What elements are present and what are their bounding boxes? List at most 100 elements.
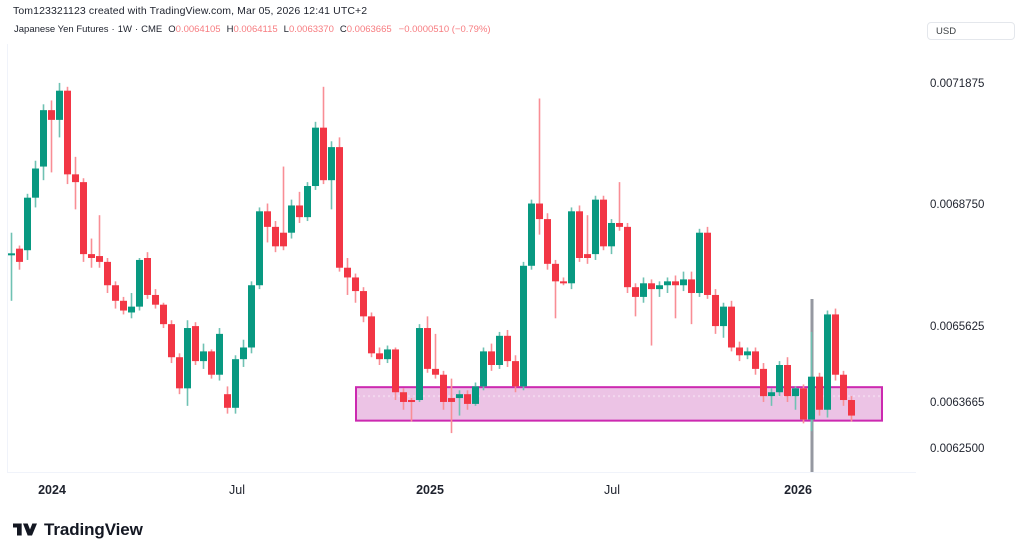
candlestick [400, 388, 407, 410]
candle-body [88, 254, 95, 258]
candle-body [664, 281, 671, 286]
candlestick [80, 178, 87, 262]
candle-body [184, 328, 191, 389]
candlestick [176, 353, 183, 395]
legend-separator-2: · [134, 24, 139, 35]
candlestick [704, 226, 711, 299]
candlestick [656, 281, 663, 297]
candlestick [488, 343, 495, 371]
candlestick [544, 213, 551, 270]
candle-body [168, 324, 175, 358]
candlestick [520, 261, 527, 391]
candle-body [56, 90, 63, 120]
candle-body [304, 186, 311, 218]
candlestick [288, 199, 295, 239]
candle-body [768, 392, 775, 397]
candlestick [664, 277, 671, 294]
candle-body [680, 279, 687, 286]
legend-symbol-name[interactable]: Japanese Yen Futures [14, 24, 109, 35]
candle-body [64, 90, 71, 175]
candlestick [280, 166, 287, 251]
candlestick [456, 390, 463, 416]
candle-body [408, 400, 415, 403]
candlestick [776, 361, 783, 397]
candle-body [848, 400, 855, 416]
candlestick [8, 232, 15, 301]
candlestick [304, 182, 311, 222]
candle-body [520, 265, 527, 387]
candlestick [624, 222, 631, 294]
candle-body [96, 256, 103, 262]
candlestick [712, 289, 719, 334]
candle-body [112, 285, 119, 301]
time-axis[interactable]: 2024 Jul 2025 Jul 2026 [0, 473, 916, 513]
candle-body [824, 314, 831, 410]
candle-body [320, 127, 327, 181]
candle-body [352, 277, 359, 292]
candlestick [88, 238, 95, 268]
candle-body [696, 232, 703, 294]
time-axis-tick: 2026 [784, 483, 812, 497]
candlestick [496, 331, 503, 369]
candlestick [72, 156, 79, 210]
candle-body [272, 226, 279, 247]
candlestick [320, 86, 327, 185]
candle-body [256, 211, 263, 286]
candlestick [368, 312, 375, 358]
candlestick-plot-area[interactable] [0, 44, 916, 472]
candlestick [440, 370, 447, 410]
legend-high: H0.0064115 [227, 24, 278, 35]
candle-body [136, 259, 143, 307]
candle-body [264, 211, 271, 227]
candlestick [360, 287, 367, 323]
candlestick [568, 207, 575, 290]
legend-high-value: 0.0064115 [233, 24, 278, 35]
candle-body [488, 351, 495, 365]
candlestick [376, 347, 383, 365]
chart-legend: Japanese Yen Futures · 1W · CME O0.00641… [14, 24, 491, 35]
currency-badge[interactable]: USD [927, 22, 1015, 40]
candle-body [344, 267, 351, 278]
candlestick [552, 259, 559, 319]
candle-body [480, 351, 487, 387]
candle-body [24, 197, 31, 251]
candle-body [288, 205, 295, 233]
legend-separator-1: · [111, 24, 115, 35]
candle-body [536, 203, 543, 220]
candlestick [336, 137, 343, 272]
candle-body [736, 347, 743, 356]
candlestick [40, 104, 47, 181]
candle-body [384, 349, 391, 360]
candle-body [800, 388, 807, 420]
candlestick [792, 386, 799, 410]
candle-body [640, 283, 647, 297]
candle-body [392, 349, 399, 393]
candlestick [744, 347, 751, 360]
candle-body [192, 326, 199, 362]
candle-body [840, 374, 847, 401]
candle-body [336, 147, 343, 268]
candlestick [192, 322, 199, 365]
candlestick [848, 396, 855, 422]
candle-body [584, 254, 591, 258]
candle-body [624, 226, 631, 288]
legend-interval[interactable]: 1W [117, 24, 132, 35]
candle-body [440, 374, 447, 402]
candle-body [672, 281, 679, 286]
candle-body [776, 365, 783, 393]
attribution-text: Tom123321123 created with TradingView.co… [13, 5, 368, 17]
candlestick [672, 275, 679, 319]
price-axis-tick: 0.0068750 [930, 199, 985, 212]
candle-body [512, 361, 519, 387]
candlestick [832, 308, 839, 381]
candlestick [696, 228, 703, 297]
plot-left-border [7, 44, 8, 473]
candle-body [464, 394, 471, 404]
candlestick [168, 320, 175, 364]
time-axis-top-border [7, 472, 916, 473]
price-axis[interactable]: 0.0071875 0.0068750 0.0065625 0.0063665 0.00… [916, 44, 1024, 472]
candle-body [496, 335, 503, 365]
candle-body [160, 304, 167, 325]
candlestick [16, 245, 23, 270]
